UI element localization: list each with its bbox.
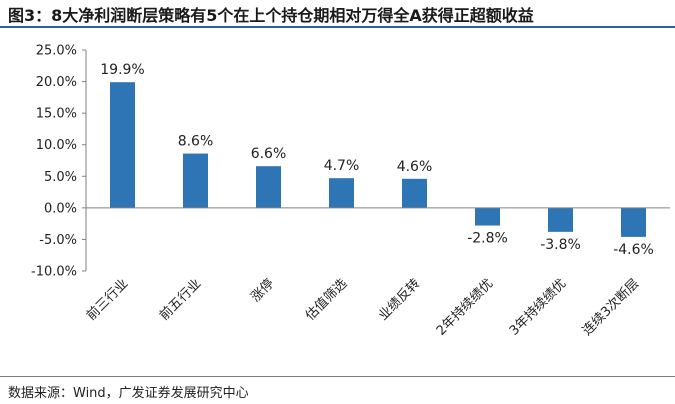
- x-tick-label: 连续3次断层: [579, 276, 642, 339]
- bar: [183, 153, 208, 208]
- bar: [402, 178, 427, 208]
- data-label: -2.8%: [467, 231, 508, 247]
- y-tick-label: 0.0%: [44, 201, 77, 216]
- y-tick-label: 15.0%: [36, 107, 77, 122]
- data-label: 6.6%: [251, 146, 287, 162]
- data-label: 8.6%: [178, 134, 214, 150]
- x-tick-label: 业绩反转: [376, 276, 423, 323]
- source-note: 数据来源：Wind，广发证券发展研究中心: [8, 386, 249, 401]
- x-tick-label: 前五行业: [156, 276, 204, 324]
- y-tick-label: 5.0%: [44, 170, 77, 185]
- data-label: 4.6%: [397, 159, 433, 175]
- data-label: 4.7%: [324, 158, 360, 174]
- x-tick-label: 涨停: [248, 276, 278, 306]
- y-tick-label: 20.0%: [36, 75, 77, 90]
- y-tick-label: -5.0%: [39, 233, 77, 248]
- title-underline: [0, 26, 675, 28]
- bar: [329, 178, 354, 208]
- bar: [621, 207, 646, 237]
- x-axis: 前三行业 前五行业 涨停 估值筛选 业绩反转 2年持续绩优 3年持续绩优 连续3次断层: [83, 207, 670, 339]
- data-labels: 19.9% 8.6% 6.6% 4.7% 4.6% -2.8% -3.8% -4.6%: [100, 62, 654, 258]
- bars: [110, 82, 646, 237]
- bar: [256, 166, 281, 208]
- y-tick-label: 25.0%: [36, 44, 77, 59]
- x-tick-label: 前三行业: [83, 276, 131, 324]
- y-axis: 25.0% 20.0% 15.0% 10.0% 5.0% 0.0% -5.0% -10.0%: [31, 44, 87, 280]
- bar: [548, 207, 573, 232]
- data-label: -4.6%: [613, 242, 654, 258]
- data-label: -3.8%: [540, 237, 581, 253]
- bar: [110, 82, 135, 208]
- x-tick-label: 2年持续绩优: [434, 276, 496, 338]
- figure-title: 图3：8大净利润断层策略有5个在上个持仓期相对万得全A获得正超额收益: [8, 6, 534, 25]
- x-tick-label: 3年持续绩优: [507, 276, 569, 338]
- bar-chart: 25.0%20.0%15.0%10.0%5.0%0.0%-5.0%-10.0% …: [31, 44, 670, 339]
- bar: [475, 207, 500, 226]
- data-label: 19.9%: [100, 62, 144, 78]
- y-tick-label: 10.0%: [36, 138, 77, 153]
- x-tick-label: 估值筛选: [302, 276, 350, 324]
- y-tick-label: -10.0%: [31, 265, 77, 280]
- footer-divider: [0, 376, 675, 377]
